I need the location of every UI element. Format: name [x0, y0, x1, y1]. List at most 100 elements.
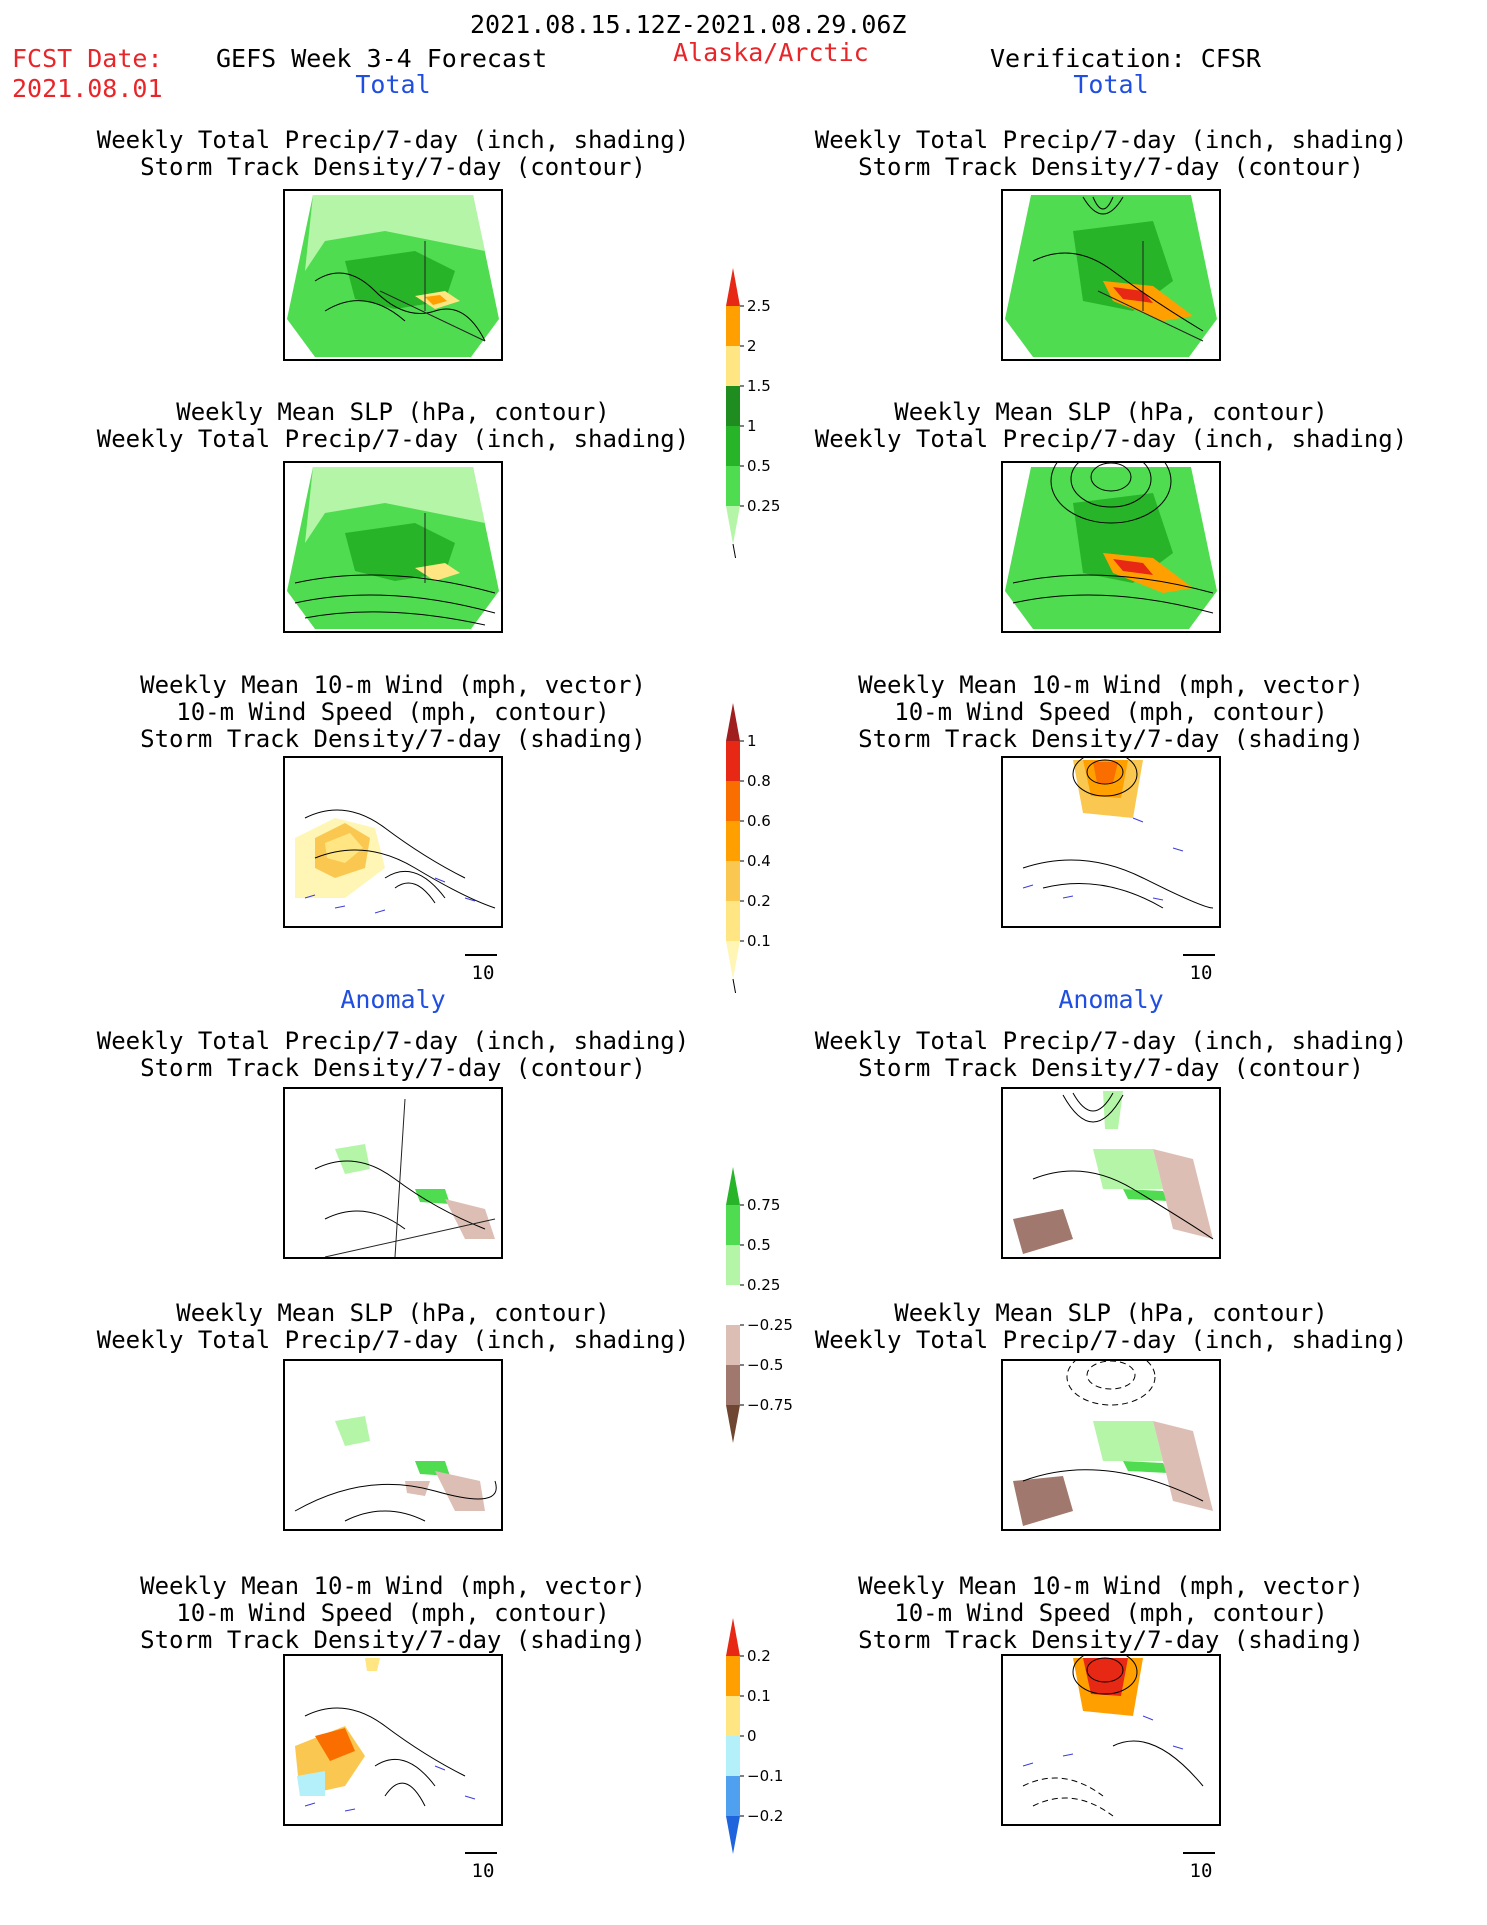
- colorbar-tick-label: 0.1: [747, 932, 771, 950]
- colorbar-tick-label: 0.8: [747, 772, 771, 790]
- colorbar-tick-label: 0.2: [747, 1647, 771, 1665]
- colorbar-segment: [726, 1736, 740, 1776]
- colorbar-segment: [726, 386, 740, 426]
- title-r3l-1: Weekly Mean 10-m Wind (mph, vector): [140, 671, 646, 699]
- title-r6r-1: Weekly Mean 10-m Wind (mph, vector): [858, 1572, 1364, 1600]
- colorbar-tick-label: 0.25: [747, 1276, 780, 1294]
- colorbar-top-arrow: [726, 1618, 740, 1656]
- map-anomaly-precip-storm-verification: [1001, 1087, 1221, 1259]
- colorbar-tick-label: −0.2: [747, 1807, 783, 1825]
- colorbar-segment: [726, 741, 740, 781]
- colorbar-segment: [726, 426, 740, 466]
- map-total-precip-storm-forecast: [283, 189, 503, 361]
- section-total-right: Total: [1073, 70, 1149, 99]
- colorbar-segment: [726, 306, 740, 346]
- title-r1l-2: Storm Track Density/7-day (contour): [140, 153, 646, 181]
- colorbar-tick-label: 0.6: [747, 812, 771, 830]
- map-anomaly-slp-precip-verification: [1001, 1359, 1221, 1531]
- colorbar-segment: [726, 1245, 740, 1285]
- title-r3l-3: Storm Track Density/7-day (shading): [140, 725, 646, 753]
- colorbar-segment: [726, 1656, 740, 1696]
- vector-ref-label: 10: [1189, 1860, 1213, 1882]
- colorbar-bottom-arrow: [726, 1816, 740, 1854]
- vector-ref-arrow-icon: [1183, 1852, 1215, 1854]
- colorbar-bottom-arrow: [726, 941, 740, 979]
- colorbar-segment: [726, 1325, 740, 1365]
- colorbar-tail: [732, 978, 737, 993]
- colorbar-tick-label: 2.5: [747, 297, 771, 315]
- colorbar-segment: [726, 781, 740, 821]
- title-r1l-1: Weekly Total Precip/7-day (inch, shading…: [96, 126, 690, 154]
- colorbar-segment: [726, 1776, 740, 1816]
- title-r3r-1: Weekly Mean 10-m Wind (mph, vector): [858, 671, 1364, 699]
- title-r2l-2: Weekly Total Precip/7-day (inch, shading…: [96, 425, 690, 453]
- vector-ref-label: 10: [471, 962, 495, 984]
- colorbar-tick-label: 0: [747, 1727, 757, 1745]
- colorbar-segment: [726, 1365, 740, 1405]
- colorbar-tick-label: 0.75: [747, 1196, 780, 1214]
- fcst-date-value: 2021.08.01: [12, 74, 163, 103]
- vector-ref-arrow-icon: [1183, 954, 1215, 956]
- map-total-slp-precip-verification: [1001, 461, 1221, 633]
- title-r5r-2: Weekly Total Precip/7-day (inch, shading…: [814, 1326, 1408, 1354]
- vector-ref-arrow-icon: [465, 954, 497, 956]
- title-r1r-1: Weekly Total Precip/7-day (inch, shading…: [814, 126, 1408, 154]
- title-r1r-2: Storm Track Density/7-day (contour): [858, 153, 1364, 181]
- map-total-wind-storm-forecast: [283, 756, 503, 928]
- map-anomaly-wind-storm-forecast: [283, 1654, 503, 1826]
- colorbar-tick-label: 1.5: [747, 377, 771, 395]
- colorbar-bottom-arrow: [726, 1405, 740, 1443]
- title-r4r-2: Storm Track Density/7-day (contour): [858, 1054, 1364, 1082]
- colorbar-anomaly-storm-density: 0.2 0.1 0 −0.1 −0.2: [726, 1618, 783, 1854]
- colorbar-segment: [726, 346, 740, 386]
- colorbar-segment: [726, 1205, 740, 1245]
- colorbar-segment: [726, 821, 740, 861]
- title-r3r-3: Storm Track Density/7-day (shading): [858, 725, 1364, 753]
- title-r6r-3: Storm Track Density/7-day (shading): [858, 1626, 1364, 1654]
- colorbar-segment: [726, 466, 740, 506]
- map-total-wind-storm-verification: [1001, 756, 1221, 928]
- date-range: 2021.08.15.12Z-2021.08.29.06Z: [470, 10, 907, 39]
- title-r5l-2: Weekly Total Precip/7-day (inch, shading…: [96, 1326, 690, 1354]
- title-r2l-1: Weekly Mean SLP (hPa, contour): [176, 398, 610, 426]
- colorbar-tick-label: 0.2: [747, 892, 771, 910]
- section-total-left: Total: [355, 70, 431, 99]
- colorbar-tick-label: −0.25: [747, 1316, 793, 1334]
- colorbar-tick-label: 0.25: [747, 497, 780, 515]
- colorbar-total-precip: 2.5 2 1.5 1 0.5 0.25: [726, 268, 780, 558]
- vector-ref-label: 10: [471, 1860, 495, 1882]
- title-r2r-2: Weekly Total Precip/7-day (inch, shading…: [814, 425, 1408, 453]
- colorbar-tick-label: 1: [747, 417, 757, 435]
- title-r5l-1: Weekly Mean SLP (hPa, contour): [176, 1299, 610, 1327]
- model-name: GEFS Week 3-4 Forecast: [216, 44, 548, 73]
- map-total-slp-precip-forecast: [283, 461, 503, 633]
- title-r6r-2: 10-m Wind Speed (mph, contour): [894, 1599, 1328, 1627]
- colorbar-tick-label: 0.4: [747, 852, 771, 870]
- fcst-date-label: FCST Date:: [12, 44, 163, 73]
- colorbar-tick-label: 1: [747, 732, 757, 750]
- section-anomaly-left: Anomaly: [340, 985, 446, 1014]
- map-anomaly-wind-storm-verification: [1001, 1654, 1221, 1826]
- colorbar-segment: [726, 901, 740, 941]
- map-anomaly-precip-storm-forecast: [283, 1087, 503, 1259]
- title-r2r-1: Weekly Mean SLP (hPa, contour): [894, 398, 1328, 426]
- colorbar-tick-label: −0.5: [747, 1356, 783, 1374]
- vector-ref-arrow-icon: [465, 1852, 497, 1854]
- title-r6l-3: Storm Track Density/7-day (shading): [140, 1626, 646, 1654]
- colorbar-segment: [726, 1285, 740, 1325]
- colorbar-tail: [732, 543, 737, 558]
- title-r3l-2: 10-m Wind Speed (mph, contour): [176, 698, 610, 726]
- section-anomaly-right: Anomaly: [1058, 985, 1164, 1014]
- colorbar-segment: [726, 1696, 740, 1736]
- title-r3r-2: 10-m Wind Speed (mph, contour): [894, 698, 1328, 726]
- title-r5r-1: Weekly Mean SLP (hPa, contour): [894, 1299, 1328, 1327]
- colorbar-top-arrow: [726, 1167, 740, 1205]
- title-r4l-2: Storm Track Density/7-day (contour): [140, 1054, 646, 1082]
- colorbar-tick-label: 0.5: [747, 457, 771, 475]
- colorbar-anomaly-precip: 0.75 0.5 0.25 −0.25 −0.5 −0.75: [726, 1167, 793, 1443]
- colorbar-tick-label: 0.1: [747, 1687, 771, 1705]
- colorbar-tick-label: 2: [747, 337, 757, 355]
- colorbar-bottom-arrow: [726, 506, 740, 544]
- colorbar-tick-label: −0.75: [747, 1396, 793, 1414]
- vector-ref-label: 10: [1189, 962, 1213, 984]
